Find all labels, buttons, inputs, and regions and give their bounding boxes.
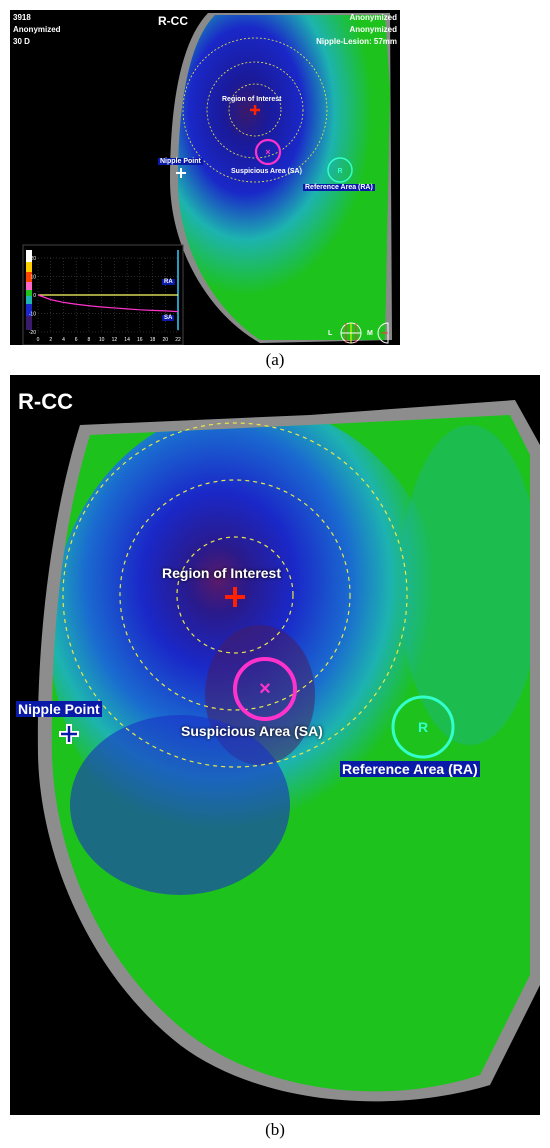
graph-y-tick-label: 10 [30,275,36,281]
ra-circle-b[interactable] [391,695,455,759]
patient-id: 3918 [13,13,31,22]
viewer-panel-a: × R 0 2 4 6 8 10 12 14 16 18 20 22 20 10 0 -10 -20 [10,10,400,345]
roi-label-b: Region of Interest [162,565,282,581]
sa-label-a: Suspicious Area (SA) [231,168,302,175]
sa-label-b: Suspicious Area (SA) [181,723,323,739]
graph-x-tick-label: 16 [137,337,143,343]
graph-y-tick-label: 20 [30,256,36,262]
roi-middle-circle [206,61,304,159]
graph-x-tick-label: 20 [162,337,168,343]
heatmap-image-a: × R 0 2 4 6 8 10 12 14 16 18 20 22 20 10 0 -10 -20 [22,13,392,345]
sa-x-icon: × [265,147,270,157]
orientation-icon[interactable] [340,322,389,344]
ra-marker-text-b: R [418,719,428,735]
graph-x-tick-label: 14 [124,337,130,343]
heatmap-image-b: × R [37,400,540,1102]
caption-b: (b) [265,1120,285,1139]
graph-x-tick-label: 2 [49,337,52,343]
graph-x-tick-label: 6 [75,337,78,343]
ra-marker-text: R [337,168,342,175]
graph-x-tick-label: 22 [175,337,181,343]
graph-x-tick-label: 4 [62,337,65,343]
roi-label-a: Region of Interest [222,96,282,103]
patient-name: Anonymized [13,25,61,34]
roi-inner-circle [228,83,282,137]
view-title-b: R-CC [18,389,73,414]
nipple-cross-icon[interactable] [176,168,186,178]
caption-a: (a) [265,350,285,369]
graph-x-tick-label: 0 [37,337,40,343]
graph-x-tick-label: 10 [99,337,105,343]
header-right-2: Anonymized [349,25,397,34]
view-title-a: R-CC [158,14,188,28]
roi-outer-circle-b [62,422,408,768]
orientation-left-label: L [328,330,333,337]
graph-series-sa [37,294,179,313]
graph-y-tick-label: 0 [33,293,36,299]
sa-circle-b[interactable] [233,657,297,721]
roi-cross-icon-b[interactable] [225,587,245,607]
ra-label-a: Reference Area (RA) [303,184,375,191]
nipple-lesion-distance: Nipple-Lesion: 57mm [316,37,397,46]
graph-x-tick-label: 18 [150,337,156,343]
sa-x-icon-b: × [259,678,271,700]
graph-x-tick-label: 12 [112,337,118,343]
header-right-1: Anonymized [349,13,397,22]
roi-inner-circle-b [176,536,294,654]
patient-age: 30 D [13,37,30,46]
graph-ra-label: RA [162,279,175,285]
roi-middle-circle-b [119,479,351,711]
graph-y-tick-label: -10 [29,312,36,318]
time-curve-graph: 0 2 4 6 8 10 12 14 16 18 20 22 20 10 0 -10 -20 [22,244,184,345]
sa-circle[interactable] [254,138,282,166]
graph-x-tick-label: 8 [88,337,91,343]
viewer-panel-b: × R R-CC Region of Interest Nipple Point… [10,375,540,1115]
nipple-label-b: Nipple Point [16,701,102,717]
roi-cross-icon[interactable] [250,105,260,115]
nipple-label-a: Nipple Point [158,158,203,165]
roi-outer-circle [182,37,328,183]
ra-circle[interactable] [327,157,353,183]
graph-sa-label: SA [162,315,175,321]
ra-label-b: Reference Area (RA) [340,761,480,777]
graph-y-tick-label: -20 [29,330,36,336]
nipple-cross-icon-b[interactable] [59,724,79,744]
orientation-right-label: M [367,330,373,337]
